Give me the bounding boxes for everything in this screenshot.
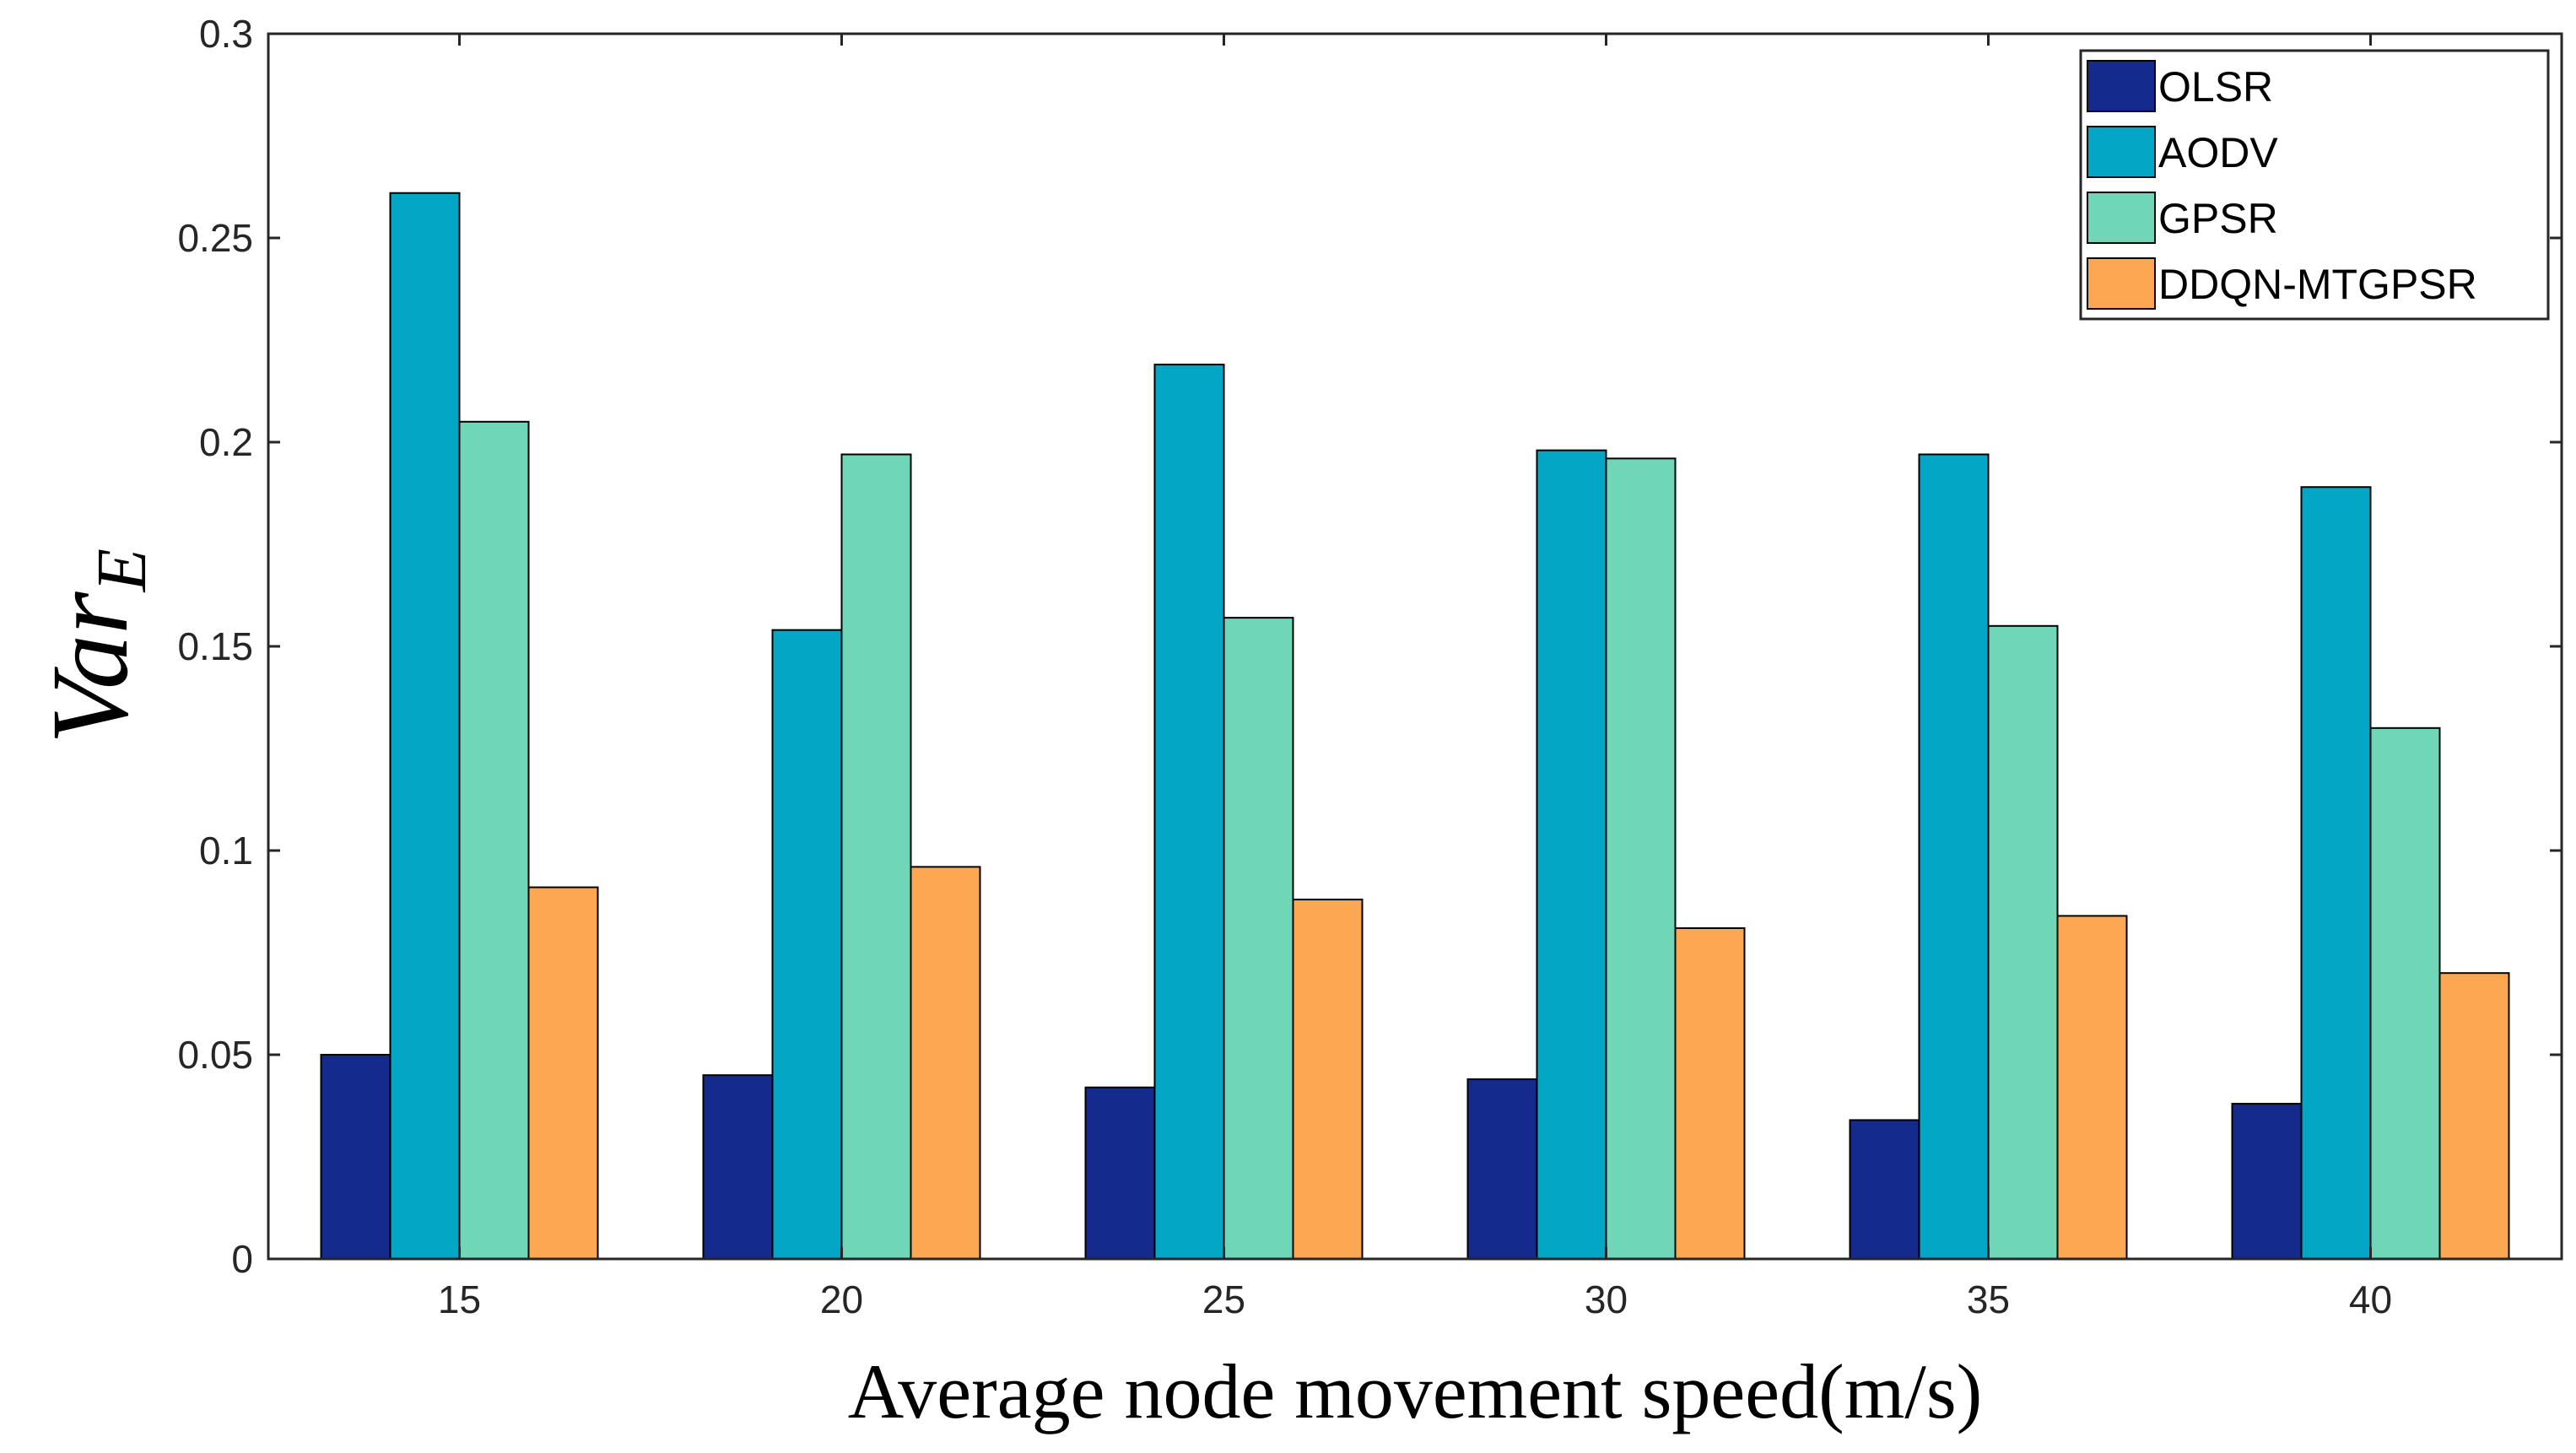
bar-olsr-20 bbox=[702, 1074, 774, 1260]
bar-ddqn-mtgpsr-25 bbox=[1292, 899, 1364, 1260]
legend: OLSR AODV GPSR DDQN-MTGPSR bbox=[2079, 49, 2550, 321]
bar-aodv-15 bbox=[389, 192, 461, 1260]
x-tick-label-35: 35 bbox=[1967, 1277, 2010, 1321]
bar-olsr-40 bbox=[2231, 1103, 2303, 1260]
bar-olsr-25 bbox=[1084, 1086, 1156, 1260]
bar-aodv-30 bbox=[1536, 449, 1607, 1260]
x-tick-label-20: 20 bbox=[820, 1277, 863, 1321]
bar-aodv-20 bbox=[771, 629, 843, 1260]
bar-olsr-30 bbox=[1466, 1078, 1538, 1261]
y-tick-label-0.15: 0.15 bbox=[177, 624, 253, 668]
bar-ddqn-mtgpsr-20 bbox=[910, 866, 981, 1260]
legend-label-olsr: OLSR bbox=[2158, 63, 2273, 111]
bar-olsr-35 bbox=[1849, 1119, 1920, 1260]
y-axis-label-main: Var bbox=[30, 591, 151, 744]
bars-layer bbox=[320, 192, 2510, 1261]
bar-ddqn-mtgpsr-40 bbox=[2438, 972, 2510, 1260]
bar-olsr-15 bbox=[320, 1054, 392, 1260]
legend-label-ddqn-mtgpsr: DDQN-MTGPSR bbox=[2158, 261, 2477, 308]
x-tick-label-40: 40 bbox=[2349, 1277, 2392, 1321]
y-axis-label: VarE bbox=[30, 548, 161, 744]
x-axis-label: Average node movement speed(m/s) bbox=[848, 1348, 1983, 1434]
y-axis-label-subscript: E bbox=[83, 548, 161, 592]
bar-ddqn-mtgpsr-15 bbox=[527, 886, 599, 1261]
bar-ddqn-mtgpsr-35 bbox=[2056, 915, 2128, 1260]
y-tick-label-0.1: 0.1 bbox=[199, 829, 253, 872]
y-tick-label-0.05: 0.05 bbox=[177, 1033, 253, 1077]
y-tick-label-0.25: 0.25 bbox=[177, 216, 253, 260]
bar-gpsr-25 bbox=[1223, 617, 1294, 1260]
bar-aodv-25 bbox=[1153, 364, 1225, 1260]
bar-gpsr-30 bbox=[1605, 457, 1677, 1260]
bar-gpsr-35 bbox=[1987, 624, 2059, 1260]
x-tick-label-30: 30 bbox=[1585, 1277, 1628, 1321]
y-tick-label-0.2: 0.2 bbox=[199, 420, 253, 464]
axes-layer: 15 20 25 30 35 40 0 0.05 0.1 0.15 0.2 0.25 0.3 bbox=[177, 12, 2562, 1321]
legend-swatch-olsr bbox=[2087, 60, 2156, 112]
bar-ddqn-mtgpsr-30 bbox=[1674, 926, 1746, 1260]
legend-box bbox=[2079, 49, 2550, 321]
bar-aodv-40 bbox=[2300, 486, 2372, 1260]
legend-swatch-aodv bbox=[2087, 126, 2156, 178]
bar-gpsr-40 bbox=[2369, 726, 2441, 1260]
x-tick-label-25: 25 bbox=[1202, 1277, 1245, 1321]
bar-gpsr-20 bbox=[840, 453, 912, 1260]
legend-swatch-ddqn-mtgpsr bbox=[2087, 257, 2156, 310]
y-tick-label-0.3: 0.3 bbox=[199, 12, 253, 56]
bar-aodv-35 bbox=[1918, 453, 1990, 1260]
legend-label-aodv: AODV bbox=[2158, 129, 2278, 176]
legend-label-gpsr: GPSR bbox=[2158, 195, 2278, 242]
legend-swatch-gpsr bbox=[2087, 192, 2156, 244]
x-tick-label-15: 15 bbox=[438, 1277, 481, 1321]
bar-gpsr-15 bbox=[458, 420, 530, 1260]
y-tick-label-0: 0 bbox=[231, 1237, 253, 1281]
